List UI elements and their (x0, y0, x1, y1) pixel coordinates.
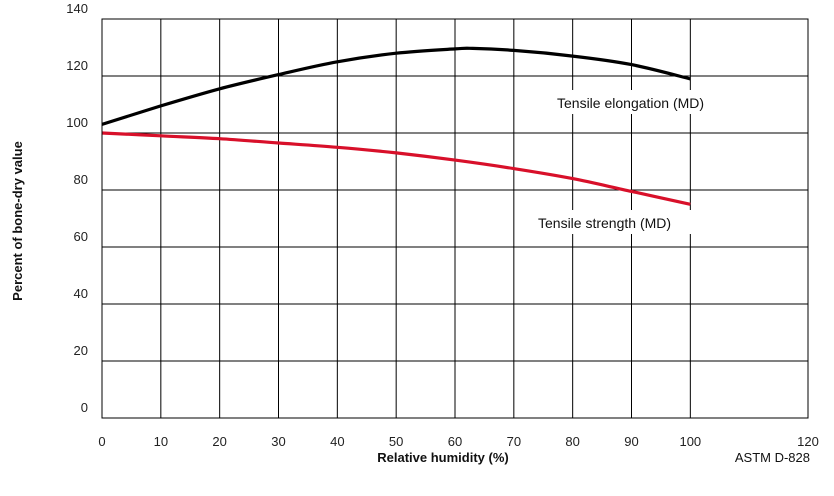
y-tick-label: 0 (81, 400, 88, 415)
series-line-tensile-strength (101, 131, 691, 206)
elongation-label-bg (552, 90, 742, 114)
x-tick-label: 40 (330, 434, 344, 449)
x-tick-label: 10 (154, 434, 168, 449)
series-label-tensile-strength: Tensile strength (MD) (538, 215, 671, 231)
series-label-tensile-elongation: Tensile elongation (MD) (557, 95, 704, 111)
plot-frame (101, 18, 809, 419)
x-tick-label: 20 (212, 434, 226, 449)
y-tick-label: 140 (66, 1, 88, 16)
x-axis-title: Relative humidity (%) (377, 450, 508, 465)
x-tick-label: 70 (507, 434, 521, 449)
x-tick-labels: 0 10 20 30 40 50 60 70 80 90 100 120 (98, 434, 818, 449)
series-line-tensile-elongation (101, 46, 691, 126)
x-tick-label: 0 (98, 434, 105, 449)
x-tick-label: 50 (389, 434, 403, 449)
x-tick-label: 90 (624, 434, 638, 449)
x-tick-label: 30 (271, 434, 285, 449)
y-tick-label: 80 (74, 172, 88, 187)
y-axis-title: Percent of bone-dry value (10, 141, 25, 301)
x-tick-label: 60 (448, 434, 462, 449)
x-tick-label: 80 (565, 434, 579, 449)
series-lines (101, 46, 691, 206)
strength-label-bg (533, 210, 703, 234)
x-tick-label: 120 (797, 434, 819, 449)
y-tick-label: 120 (66, 58, 88, 73)
source-note: ASTM D-828 (735, 450, 810, 465)
y-tick-label: 20 (74, 343, 88, 358)
y-tick-labels: 0 20 40 60 80 100 120 140 (66, 1, 88, 415)
y-tick-label: 100 (66, 115, 88, 130)
y-tick-label: 60 (74, 229, 88, 244)
x-tick-label: 100 (679, 434, 701, 449)
y-tick-label: 40 (74, 286, 88, 301)
